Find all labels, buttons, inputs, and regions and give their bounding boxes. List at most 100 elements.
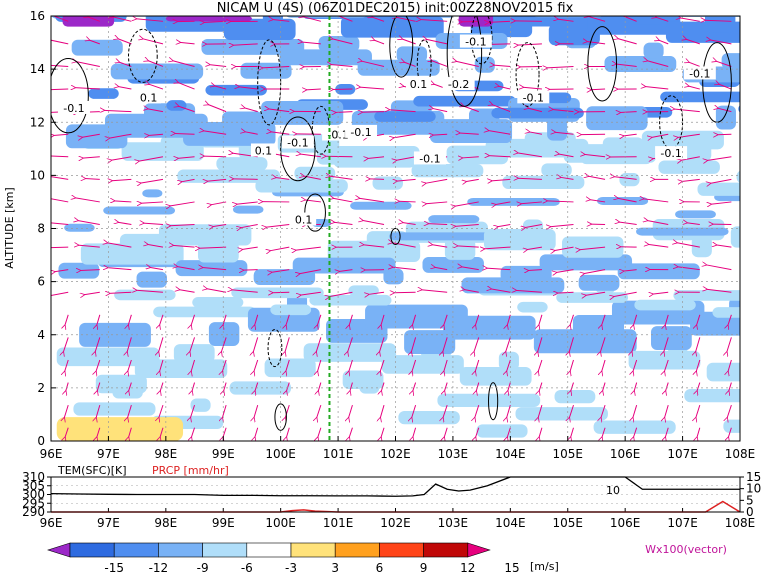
wind-vector (160, 427, 164, 438)
contour-label: -0.1 (287, 137, 308, 150)
contour-labels: -0.10.10.1-0.1-0.1 -0.10.10.1-0.1-0.2-0.1… (57, 34, 716, 227)
wind-vector (286, 382, 290, 392)
colorbar: -15 -12 -9 -6 -3 3 6 9 12 15 (47, 542, 520, 575)
wind-vector (270, 246, 290, 251)
chart-title: NICAM U (4S) (06Z01DEC2015) init:00Z28NO… (217, 1, 574, 16)
wind-vector (88, 17, 100, 22)
wind-vector (495, 201, 511, 205)
x-tick-label: 97E (97, 447, 120, 461)
wind-vector (688, 86, 700, 90)
wind-vector (221, 337, 227, 352)
wind-vector (84, 291, 100, 294)
wind-vector (160, 382, 164, 392)
colorbar-unit: [m/s] (530, 560, 559, 573)
contour-label-bg (57, 100, 90, 114)
wind-vector (329, 176, 353, 180)
wind-vector (80, 270, 100, 271)
wind-shading-cell (270, 304, 312, 316)
contour-label: -0.2 (448, 78, 469, 91)
wind-vector (571, 427, 574, 438)
wind-shading-cell (712, 307, 740, 318)
contour-loop (390, 228, 401, 245)
contour-loop (389, 16, 414, 78)
wind-vector (192, 382, 196, 392)
wind-vector (159, 359, 164, 372)
wind-vector (682, 178, 700, 181)
wind-vector (112, 179, 132, 180)
wind-vector (204, 156, 227, 157)
wind-shading-cell (459, 367, 532, 386)
colorbar-level-label: -3 (285, 561, 297, 575)
wind-vector (128, 314, 132, 326)
wind-vector (613, 291, 637, 296)
wind-vector (104, 110, 132, 111)
sub-x-tick-label: 104E (495, 516, 526, 530)
wind-vector (489, 156, 511, 157)
sub-x-tick-label: 100E (265, 516, 296, 530)
wind-vector (331, 65, 353, 67)
wind-vector (680, 18, 700, 22)
wind-vector (149, 84, 164, 90)
wind-vector (138, 156, 164, 161)
wind-vector (488, 131, 511, 135)
wind-shading-cell (539, 254, 633, 271)
contour-label: -0.1 (523, 91, 544, 104)
wind-shading-cell (158, 224, 252, 246)
contour-label: -0.1 (419, 152, 440, 165)
wind-vector (517, 44, 542, 45)
wind-vector (718, 84, 732, 90)
y-tick-label: 14 (30, 62, 45, 76)
wind-vector (498, 86, 511, 90)
wind-vector (66, 382, 69, 392)
wind-vector (65, 359, 69, 372)
colorbar-high-triangle (467, 542, 491, 558)
wind-vector (177, 267, 195, 271)
contour-label-bg (281, 135, 314, 149)
wind-vector (484, 247, 511, 249)
wind-vector (82, 157, 100, 158)
wind-vector (136, 19, 164, 22)
colorbar-segment (158, 542, 203, 558)
wind-vector (96, 359, 101, 372)
wind-vector (716, 61, 732, 67)
contour-label: 0.1 (140, 91, 158, 104)
wind-vector (633, 427, 638, 438)
wind-vector (688, 62, 700, 67)
wind-vector (51, 291, 69, 297)
wind-vector (349, 359, 353, 372)
sub-right-tick-label: 0 (746, 505, 754, 519)
sub-right-tick-label: 5 (746, 493, 754, 507)
wind-shading-cell (398, 410, 460, 425)
sub-x-tick-label: 108E (725, 516, 756, 530)
wind-shading-cell (357, 59, 440, 76)
wind-vector (337, 16, 353, 22)
wind-vector (554, 246, 574, 251)
wind-vector (695, 337, 701, 352)
x-tick-label: 102E (380, 447, 411, 461)
wind-vector (147, 244, 164, 248)
wind-vector (602, 427, 606, 438)
wind-shading-cell (658, 160, 720, 174)
wind-shading-cell (303, 343, 397, 362)
wind-vector (590, 200, 606, 203)
wind-vector (664, 404, 669, 418)
wind-vector (233, 44, 258, 45)
wind-shading-cell (79, 322, 151, 347)
colorbar-level-label: -15 (104, 561, 124, 575)
contour-label: -0.1 (327, 129, 348, 142)
wind-vector (525, 224, 543, 228)
wind-vector (412, 359, 417, 372)
wind-vector (53, 134, 69, 135)
wind-vector (350, 382, 353, 392)
wind-vector (361, 61, 385, 67)
wind-vector (349, 427, 353, 438)
sub-x-tick-label: 97E (97, 516, 120, 530)
sub-plot-frame (50, 476, 741, 513)
wind-vector (665, 382, 669, 392)
wind-vector (179, 290, 195, 293)
wind-shading-cell (103, 206, 176, 215)
wind-vector (413, 382, 417, 392)
wind-vector (728, 314, 732, 326)
wind-vector (656, 17, 669, 22)
wind-vector (128, 382, 132, 392)
